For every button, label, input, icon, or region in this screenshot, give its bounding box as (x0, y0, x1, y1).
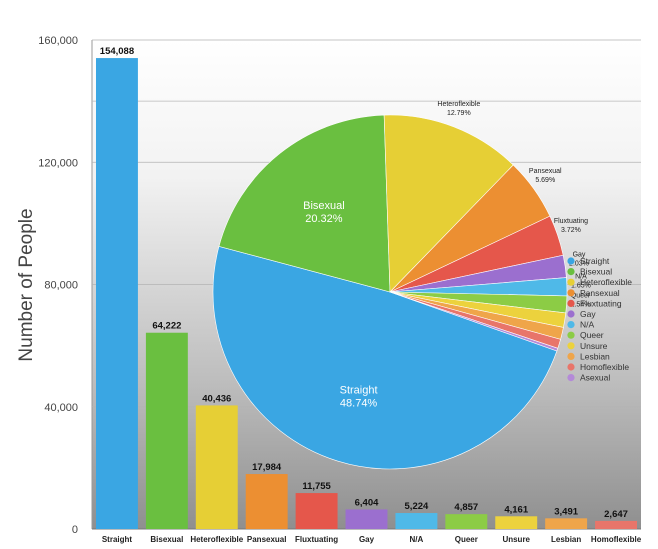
bar (445, 514, 488, 529)
legend-marker (567, 299, 575, 307)
pie-label-name: Fluxtuating (554, 218, 588, 225)
x-tick-label: N/A (410, 535, 424, 544)
pie-label-name: Pansexual (529, 168, 562, 175)
pie-label-name: Gay (573, 251, 586, 258)
legend-label: N/A (580, 320, 595, 330)
bar (545, 518, 588, 529)
pie-label-percent: 5.69% (535, 177, 555, 184)
legend-label: Pansexual (580, 288, 620, 298)
x-tick-label: Queer (455, 535, 478, 544)
pie-label-percent: 2.03% (569, 260, 589, 267)
legend-label: Queer (580, 330, 604, 340)
y-tick-label: 0 (72, 524, 78, 536)
x-tick-label: Gay (359, 535, 375, 544)
bar (245, 474, 288, 529)
legend-marker (567, 374, 575, 382)
legend-marker (567, 321, 575, 329)
pie-label-percent: 48.74% (340, 397, 378, 409)
bar-value-label: 17,984 (252, 462, 282, 473)
pie-label-percent: 20.32% (305, 213, 343, 225)
legend-label: Bisexual (580, 267, 612, 277)
legend-label: Asexual (580, 373, 610, 383)
pie-slice (383, 114, 514, 293)
y-tick-label: 120,000 (38, 157, 78, 169)
x-tick-label: Homoflexible (591, 535, 642, 544)
legend-label: Gay (580, 309, 596, 319)
legend-label: Lesbian (580, 351, 610, 361)
bar (295, 493, 338, 529)
bar (495, 516, 538, 529)
pie-label-name: N/A (575, 273, 587, 280)
legend-label: Heteroflexible (580, 277, 632, 287)
bar-value-label: 2,647 (604, 509, 628, 520)
bar (595, 520, 638, 529)
bar-value-label: 11,755 (302, 481, 331, 492)
x-tick-label: Straight (102, 535, 133, 544)
x-tick-label: Lesbian (551, 535, 581, 544)
pie-slice (218, 114, 391, 293)
legend-marker (567, 342, 575, 350)
pie-slice (212, 245, 558, 470)
bar-value-label: 64,222 (152, 321, 181, 332)
pie-label-percent: 12.79% (447, 110, 471, 117)
x-tick-label: Fluxtuating (295, 535, 338, 544)
bar-value-label: 4,161 (504, 504, 528, 515)
x-tick-label: Bisexual (150, 535, 183, 544)
y-axis-label: Number of People (16, 208, 37, 361)
legend-marker (567, 363, 575, 371)
y-tick-label: 40,000 (44, 402, 78, 414)
y-tick-label: 80,000 (44, 280, 78, 292)
bar-value-label: 3,491 (554, 506, 578, 517)
x-tick-label: Pansexual (247, 535, 287, 544)
y-tick-label: 160,000 (38, 35, 78, 47)
bar (95, 58, 138, 530)
x-tick-label: Unsure (502, 535, 530, 544)
x-tick-label: Heteroflexible (190, 535, 243, 544)
legend-marker (567, 257, 575, 265)
bar-value-label: 4,857 (454, 502, 478, 513)
legend-marker (567, 289, 575, 297)
legend-label: Straight (580, 256, 610, 266)
pie-label-name: Queer (571, 292, 591, 299)
bar (345, 509, 388, 529)
bar-value-label: 154,088 (100, 46, 134, 57)
legend-marker (567, 352, 575, 360)
pie-label-name: Straight (340, 384, 378, 396)
bar-value-label: 6,404 (355, 497, 379, 508)
bar (395, 513, 438, 529)
bar-value-label: 5,224 (405, 501, 429, 512)
legend-marker (567, 331, 575, 339)
bar (145, 332, 188, 529)
legend-label: Unsure (580, 341, 608, 351)
bar (195, 405, 238, 529)
pie-slice (389, 291, 559, 352)
legend-marker (567, 310, 575, 318)
legend-label: Fluxtuating (580, 298, 622, 308)
pie-label-name: Bisexual (303, 200, 345, 212)
legend-label: Homoflexible (580, 362, 629, 372)
pie-label-name: Heteroflexible (437, 101, 480, 108)
legend-marker (567, 278, 575, 286)
bar-value-label: 40,436 (202, 393, 231, 404)
legend-marker (567, 268, 575, 276)
pie-label-percent: 3.72% (561, 227, 581, 234)
pie-label-percent: 1.54% (571, 301, 591, 308)
pie-label-percent: 1.65% (571, 282, 591, 289)
